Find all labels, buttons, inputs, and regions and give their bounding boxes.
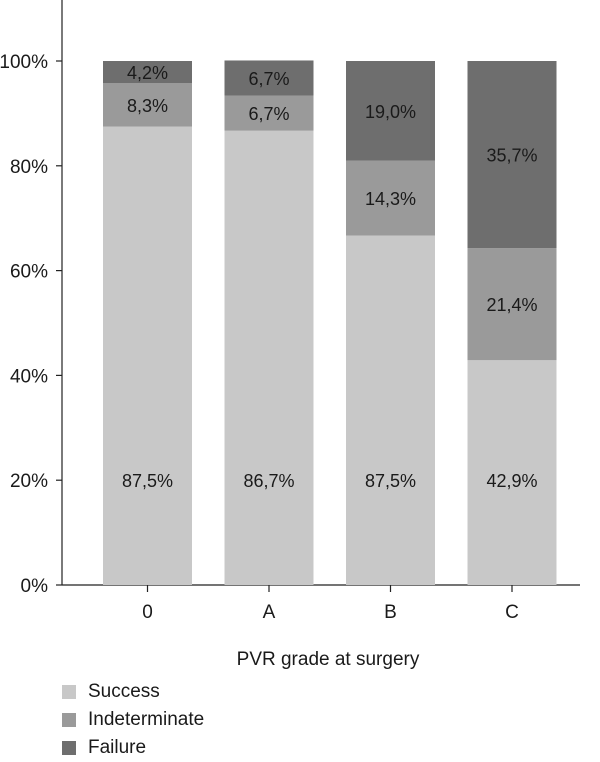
legend-swatch-indeterminate — [62, 713, 76, 727]
data-label-indeterminate: 14,3% — [365, 189, 416, 209]
data-label-success: 87,5% — [365, 471, 416, 491]
bar-segment-failure — [224, 60, 314, 96]
x-category-label: 0 — [142, 602, 153, 623]
x-category-label: A — [263, 602, 276, 623]
legend-label-indeterminate: Indeterminate — [88, 709, 205, 730]
y-tick-label: 0% — [21, 576, 49, 597]
bar-segment-failure — [103, 61, 192, 84]
x-category-label: C — [505, 602, 519, 623]
legend-label-success: Success — [88, 681, 160, 702]
data-label-indeterminate: 8,3% — [127, 96, 168, 116]
data-label-indeterminate: 21,4% — [486, 295, 537, 315]
y-tick-label: 80% — [10, 157, 48, 178]
bar-segment-failure — [467, 61, 557, 249]
data-label-success: 42,9% — [486, 471, 537, 491]
data-label-indeterminate: 6,7% — [248, 104, 289, 124]
legend-item-success: Success — [62, 678, 204, 706]
data-label-failure: 35,7% — [486, 146, 537, 166]
data-label-success: 86,7% — [243, 471, 294, 491]
data-label-failure: 19,0% — [365, 102, 416, 122]
stacked-bar-chart: 0% 20% 40% 60% 80% 100% 87,5% 8,3% 4,2% 0 86,7% 6,7… — [0, 0, 580, 670]
bar-segment-success — [467, 360, 557, 585]
y-tick-label: 40% — [10, 366, 48, 387]
data-label-success: 87,5% — [122, 471, 173, 491]
data-label-failure: 4,2% — [127, 63, 168, 83]
bar-segment-indeterminate — [224, 95, 314, 131]
bar-segment-indeterminate — [467, 248, 557, 361]
y-tick-label: 60% — [10, 262, 48, 283]
bar-segment-success — [103, 126, 192, 585]
legend-item-failure: Failure — [62, 734, 204, 762]
legend-label-failure: Failure — [88, 737, 147, 758]
data-label-failure: 6,7% — [248, 69, 289, 89]
bar-segment-indeterminate — [346, 160, 435, 236]
legend-item-indeterminate: Indeterminate — [62, 706, 204, 734]
x-category-label: B — [384, 602, 397, 623]
legend-swatch-success — [62, 685, 76, 699]
legend-swatch-failure — [62, 741, 76, 755]
bar-segment-success — [224, 130, 314, 585]
y-tick-label: 100% — [0, 52, 48, 73]
legend: Success Indeterminate Failure — [62, 678, 204, 762]
bar-segment-failure — [346, 61, 435, 161]
x-axis-title: PVR grade at surgery — [237, 649, 420, 670]
bar-segment-success — [346, 235, 435, 585]
bar-segment-indeterminate — [103, 83, 192, 127]
y-tick-label: 20% — [10, 471, 48, 492]
